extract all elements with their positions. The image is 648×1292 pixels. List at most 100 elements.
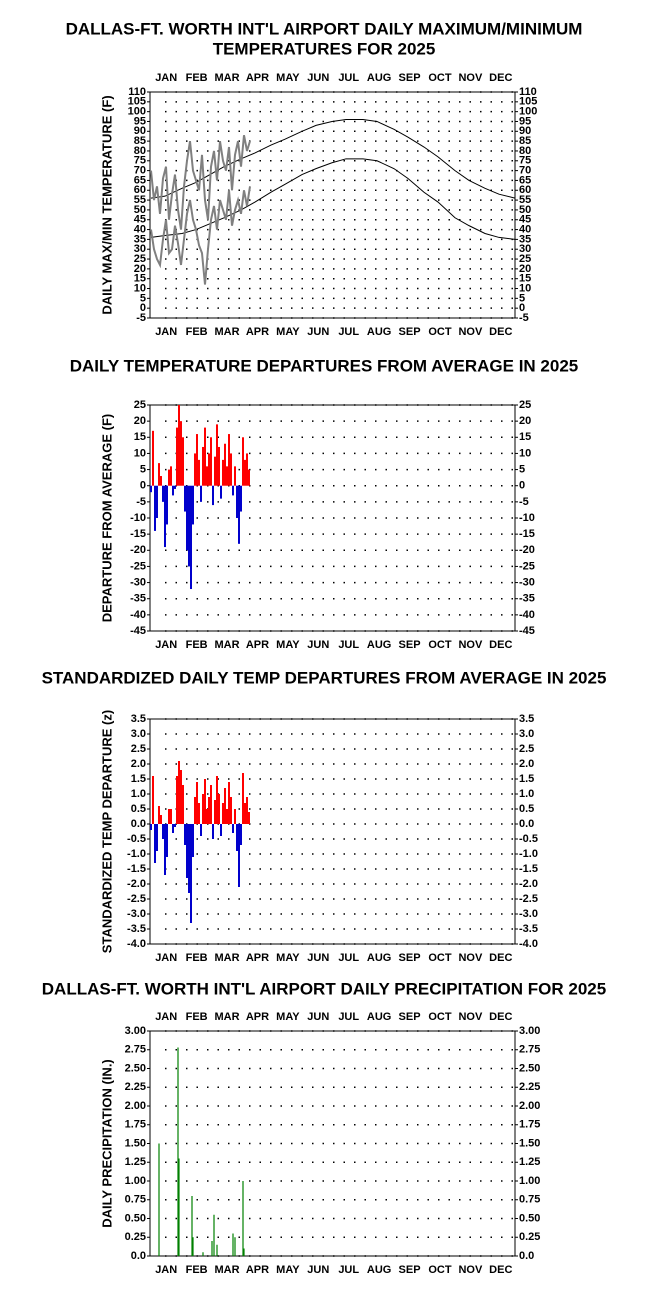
month-label: FEB bbox=[186, 326, 208, 338]
bar bbox=[184, 824, 186, 845]
bar bbox=[196, 434, 198, 486]
bar bbox=[180, 421, 182, 486]
month-label: MAY bbox=[276, 639, 300, 651]
month-label: MAY bbox=[276, 1264, 300, 1276]
plot-area bbox=[149, 1030, 516, 1257]
month-label: MAR bbox=[215, 72, 240, 84]
y2-tick-label: 1.00 bbox=[519, 1175, 540, 1187]
month-label: JUL bbox=[338, 1011, 359, 1023]
bar bbox=[236, 485, 238, 518]
month-label: MAY bbox=[276, 952, 300, 964]
bar bbox=[202, 794, 204, 824]
month-label: APR bbox=[246, 1264, 269, 1276]
month-label: MAR bbox=[215, 1264, 240, 1276]
y-tick-label: 0.0 bbox=[131, 1250, 146, 1262]
bar bbox=[243, 1248, 245, 1256]
y-tick-label: -1.0 bbox=[127, 848, 146, 860]
bar bbox=[150, 485, 152, 493]
y2-tick-label: 1.50 bbox=[519, 1137, 540, 1149]
y-tick-label: 20 bbox=[134, 415, 146, 427]
y-tick-label: 0.25 bbox=[125, 1231, 146, 1243]
bar bbox=[180, 770, 182, 824]
y-tick-label: -20 bbox=[130, 544, 146, 556]
month-label: SEP bbox=[399, 72, 421, 84]
bar bbox=[156, 824, 158, 851]
bar bbox=[172, 485, 174, 496]
y-tick-label: -4.0 bbox=[127, 938, 146, 950]
y2-tick-label: 25 bbox=[519, 253, 531, 265]
y-tick-label: 95 bbox=[134, 115, 146, 127]
bar bbox=[200, 824, 202, 836]
y2-tick-label: -4.0 bbox=[519, 938, 538, 950]
y-tick-label: 70 bbox=[134, 165, 146, 177]
bar bbox=[214, 800, 216, 824]
bar bbox=[160, 476, 162, 486]
bar bbox=[226, 809, 228, 824]
y-tick-label: -1.5 bbox=[127, 863, 146, 875]
month-label: JUL bbox=[338, 72, 359, 84]
y-tick-label: 2.75 bbox=[125, 1044, 146, 1056]
month-label: JAN bbox=[155, 952, 177, 964]
bar bbox=[224, 443, 226, 486]
bar bbox=[186, 824, 188, 878]
y2-tick-label: 5 bbox=[519, 463, 525, 475]
bar bbox=[164, 824, 166, 875]
month-label: JUN bbox=[307, 72, 329, 84]
month-label: SEP bbox=[399, 952, 421, 964]
month-label: OCT bbox=[428, 952, 452, 964]
month-label: JUN bbox=[307, 1264, 329, 1276]
y-tick-label: -25 bbox=[130, 560, 146, 572]
y2-tick-label: -25 bbox=[519, 560, 535, 572]
month-label: FEB bbox=[186, 1264, 208, 1276]
month-label: SEP bbox=[399, 1011, 421, 1023]
month-label: OCT bbox=[428, 1264, 452, 1276]
y2-tick-label: 55 bbox=[519, 194, 531, 206]
y-tick-label: 3.00 bbox=[125, 1025, 146, 1037]
y-tick-label: 40 bbox=[134, 223, 146, 235]
y2-tick-label: 0.25 bbox=[519, 1231, 540, 1243]
y-axis-label: DAILY PRECIPITATION (IN.) bbox=[99, 1059, 114, 1228]
month-label: JUL bbox=[338, 326, 359, 338]
bar bbox=[202, 446, 204, 486]
bar bbox=[156, 485, 158, 518]
bar bbox=[246, 797, 248, 824]
month-label: MAR bbox=[215, 952, 240, 964]
bar bbox=[190, 824, 192, 923]
y2-tick-label: 10 bbox=[519, 447, 531, 459]
temperature-line bbox=[150, 135, 251, 230]
bar bbox=[178, 405, 180, 486]
bar bbox=[216, 776, 218, 824]
y2-tick-label: 1.25 bbox=[519, 1156, 540, 1168]
bar bbox=[244, 459, 246, 486]
y-tick-label: -30 bbox=[130, 576, 146, 588]
month-label: JAN bbox=[155, 72, 177, 84]
y-tick-label: -2.0 bbox=[127, 878, 146, 890]
y2-tick-label: 0 bbox=[519, 480, 525, 492]
bar bbox=[230, 453, 232, 486]
bar bbox=[242, 773, 244, 824]
month-label: OCT bbox=[428, 72, 452, 84]
y2-tick-label: 2.25 bbox=[519, 1081, 540, 1093]
y-tick-label: -3.5 bbox=[127, 923, 146, 935]
bar bbox=[242, 437, 244, 486]
plot-area bbox=[149, 91, 516, 319]
y-axis-label: DAILY MAX/MIN TEMPERATURE (F) bbox=[99, 95, 114, 314]
month-label: NOV bbox=[458, 1011, 483, 1023]
y-tick-label: -10 bbox=[130, 512, 146, 524]
y2-tick-label: 5 bbox=[519, 292, 525, 304]
month-label: JUN bbox=[307, 1011, 329, 1023]
chart-title: TEMPERATURES FOR 2025 bbox=[213, 39, 436, 58]
y2-tick-label: 0.50 bbox=[519, 1212, 540, 1224]
y-tick-label: 1.5 bbox=[131, 773, 146, 785]
y2-tick-label: -45 bbox=[519, 625, 535, 637]
month-label: MAR bbox=[215, 326, 240, 338]
chart-title: STANDARDIZED DAILY TEMP DEPARTURES FROM … bbox=[42, 668, 607, 687]
y2-tick-label: 0 bbox=[519, 302, 525, 314]
y2-tick-label: 25 bbox=[519, 399, 531, 411]
month-label: JAN bbox=[155, 1011, 177, 1023]
bar bbox=[154, 485, 156, 531]
month-label: JUL bbox=[338, 639, 359, 651]
bar bbox=[232, 824, 234, 833]
chart-title: DAILY TEMPERATURE DEPARTURES FROM AVERAG… bbox=[70, 356, 579, 375]
y-tick-label: 10 bbox=[134, 282, 146, 294]
